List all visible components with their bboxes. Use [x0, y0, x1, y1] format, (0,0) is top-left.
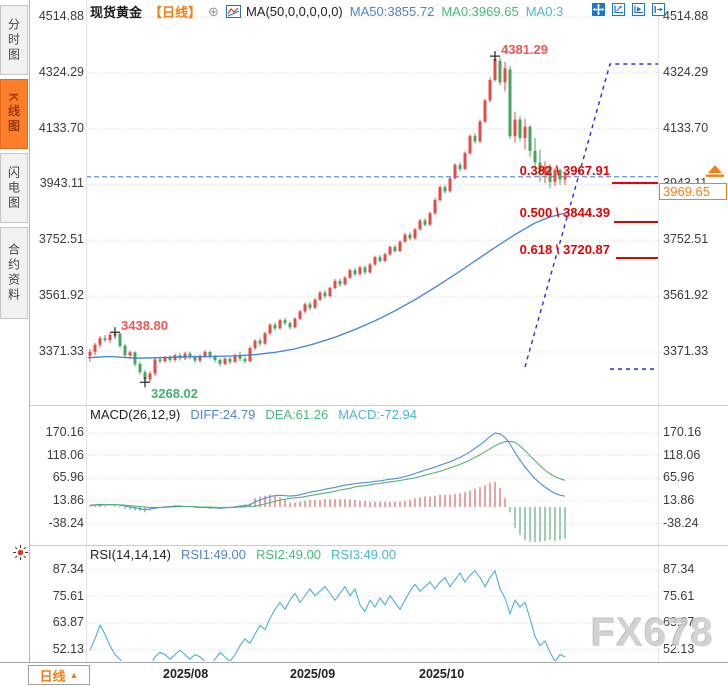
crosshair-pan-icon[interactable] — [592, 3, 605, 16]
plot-left-border — [86, 0, 87, 662]
fib-level-382: 0.382 \ 3967.91 — [519, 163, 610, 178]
price-arrow-icon — [706, 165, 724, 177]
fib-retracement-lines — [612, 182, 658, 259]
chart-toolbar — [592, 3, 672, 16]
x-axis-date-label: 2025/09 — [290, 667, 336, 681]
price-axis-label: 3371.33 — [663, 344, 709, 358]
sidebar: 分时图 K线图闪电图合约资料 — [0, 0, 30, 686]
period-tab-button[interactable]: 日线 ▲ — [28, 665, 90, 685]
trend-projection-drawing[interactable] — [524, 63, 658, 370]
macd-header: MACD(26,12,9) DIFF:24.79 DEA:61.26 MACD:… — [90, 407, 427, 422]
price-annotation: 3268.02 — [151, 386, 198, 402]
ma-settings-label: MA(50,0,0,0,0,0) — [245, 4, 343, 19]
rsi2-value: RSI2:49.00 — [255, 547, 322, 562]
rsi-line — [89, 569, 566, 661]
ma50-line — [87, 211, 569, 359]
add-indicator-icon[interactable]: ⊕ — [208, 3, 219, 19]
sidebar-tab-4[interactable]: 合约资料 — [0, 227, 28, 319]
price-axis-label: -38.24 — [663, 515, 699, 530]
price-axis-label: 13.86 — [663, 492, 695, 507]
price-axis-label: 4514.88 — [663, 9, 709, 23]
rsi-panel-divider — [30, 545, 728, 546]
diff-line — [89, 432, 566, 511]
price-axis-label: 63.87 — [52, 615, 84, 630]
period-label: 【日线】 — [149, 5, 202, 20]
price-axis-label: 118.06 — [46, 447, 84, 462]
dea-value: DEA:61.26 — [265, 407, 329, 422]
price-axis-label: 75.61 — [52, 588, 84, 603]
rsi3-value: RSI3:49.00 — [331, 547, 397, 562]
price-axis-label: 13.86 — [52, 492, 84, 507]
axis-pan-icon[interactable] — [632, 3, 645, 16]
bottom-bar: 日线 ▲ 2025/08 2025/09 2025/10 — [0, 662, 728, 686]
price-axis-label: 3371.33 — [38, 344, 84, 358]
main-gridlines — [86, 16, 662, 353]
price-axis-label: 65.96 — [52, 470, 84, 485]
price-axis-label: 118.06 — [663, 447, 701, 462]
plot-right-border — [658, 0, 659, 662]
ma0-value-green: MA0:3969.65 — [441, 4, 519, 19]
price-axis-label: 4514.88 — [38, 9, 84, 23]
sidebar-tab-3[interactable]: 闪电图 — [0, 153, 28, 223]
price-axis-label: 52.13 — [663, 641, 695, 656]
period-tab-label: 日线 — [39, 668, 66, 684]
symbol-name: 现货黄金 — [90, 5, 143, 20]
dea-line — [89, 440, 566, 508]
chart-type-icon[interactable] — [225, 5, 241, 18]
price-axis-label: 75.61 — [663, 588, 695, 603]
price-axis-label: 3943.11 — [39, 176, 84, 191]
price-annotation: 4381.29 — [501, 42, 548, 58]
macd-value: MACD:-72.94 — [338, 407, 417, 422]
price-axis-label: -38.24 — [48, 515, 84, 530]
diff-value: DIFF:24.79 — [190, 407, 256, 422]
ma50-value: MA50:3855.72 — [349, 4, 435, 19]
price-axis-label: 4133.70 — [663, 120, 709, 135]
price-markers — [110, 51, 500, 388]
price-axis-label: 3752.51 — [38, 232, 84, 247]
macd-gridlines — [86, 432, 662, 525]
ma0-value-cyan: MA0:3 — [525, 4, 564, 19]
watermark: FX678 — [591, 611, 714, 655]
macd-title: MACD(26,12,9) — [90, 407, 181, 422]
rsi-header: RSI(14,14,14) RSI1:49.00 RSI2:49.00 RSI3… — [90, 547, 406, 562]
price-axis-label: 4133.70 — [38, 120, 84, 135]
page-forward-icon[interactable] — [652, 3, 665, 16]
price-axis-label: 170.16 — [663, 425, 702, 439]
price-axis-label: 3561.92 — [38, 288, 84, 303]
price-axis-label: 63.87 — [663, 615, 695, 630]
price-annotation: 3438.80 — [121, 318, 168, 334]
sidebar-tab-2[interactable]: K线图 — [0, 79, 28, 149]
indicator-sun-icon[interactable] — [12, 544, 29, 561]
price-axis-label: 4324.29 — [38, 64, 84, 79]
fib-level-618: 0.618 \ 3720.87 — [519, 242, 610, 257]
macd-panel-divider — [30, 405, 728, 406]
rsi-title: RSI(14,14,14) — [90, 547, 171, 562]
price-axis-label: 87.34 — [52, 562, 84, 576]
price-axis-label: 170.16 — [45, 425, 84, 439]
price-axis-label: 4324.29 — [663, 64, 709, 79]
x-axis-date-label: 2025/08 — [163, 667, 209, 681]
main-chart-header: 现货黄金 【日线】 ⊕ MA(50,0,0,0,0,0) MA50:3855.7… — [90, 2, 570, 21]
price-axis-label: 52.13 — [52, 641, 84, 656]
axis-zoom-icon[interactable] — [612, 3, 625, 16]
x-axis-date-label: 2025/10 — [419, 667, 465, 681]
price-axis-label: 65.96 — [663, 470, 695, 485]
price-axis-label: 3561.92 — [663, 288, 709, 303]
price-axis-label: 3752.51 — [663, 232, 709, 247]
rsi-gridlines — [86, 569, 662, 651]
price-axis-label: 87.34 — [663, 562, 695, 576]
fib-level-500: 0.500 \ 3844.39 — [519, 205, 610, 220]
current-price-tag: 3969.65 — [659, 183, 727, 200]
sidebar-tab-1[interactable]: 分时图 — [0, 5, 28, 75]
tab-arrow-icon: ▲ — [69, 670, 79, 680]
macd-histogram — [89, 481, 566, 542]
rsi1-value: RSI1:49.00 — [180, 547, 246, 562]
